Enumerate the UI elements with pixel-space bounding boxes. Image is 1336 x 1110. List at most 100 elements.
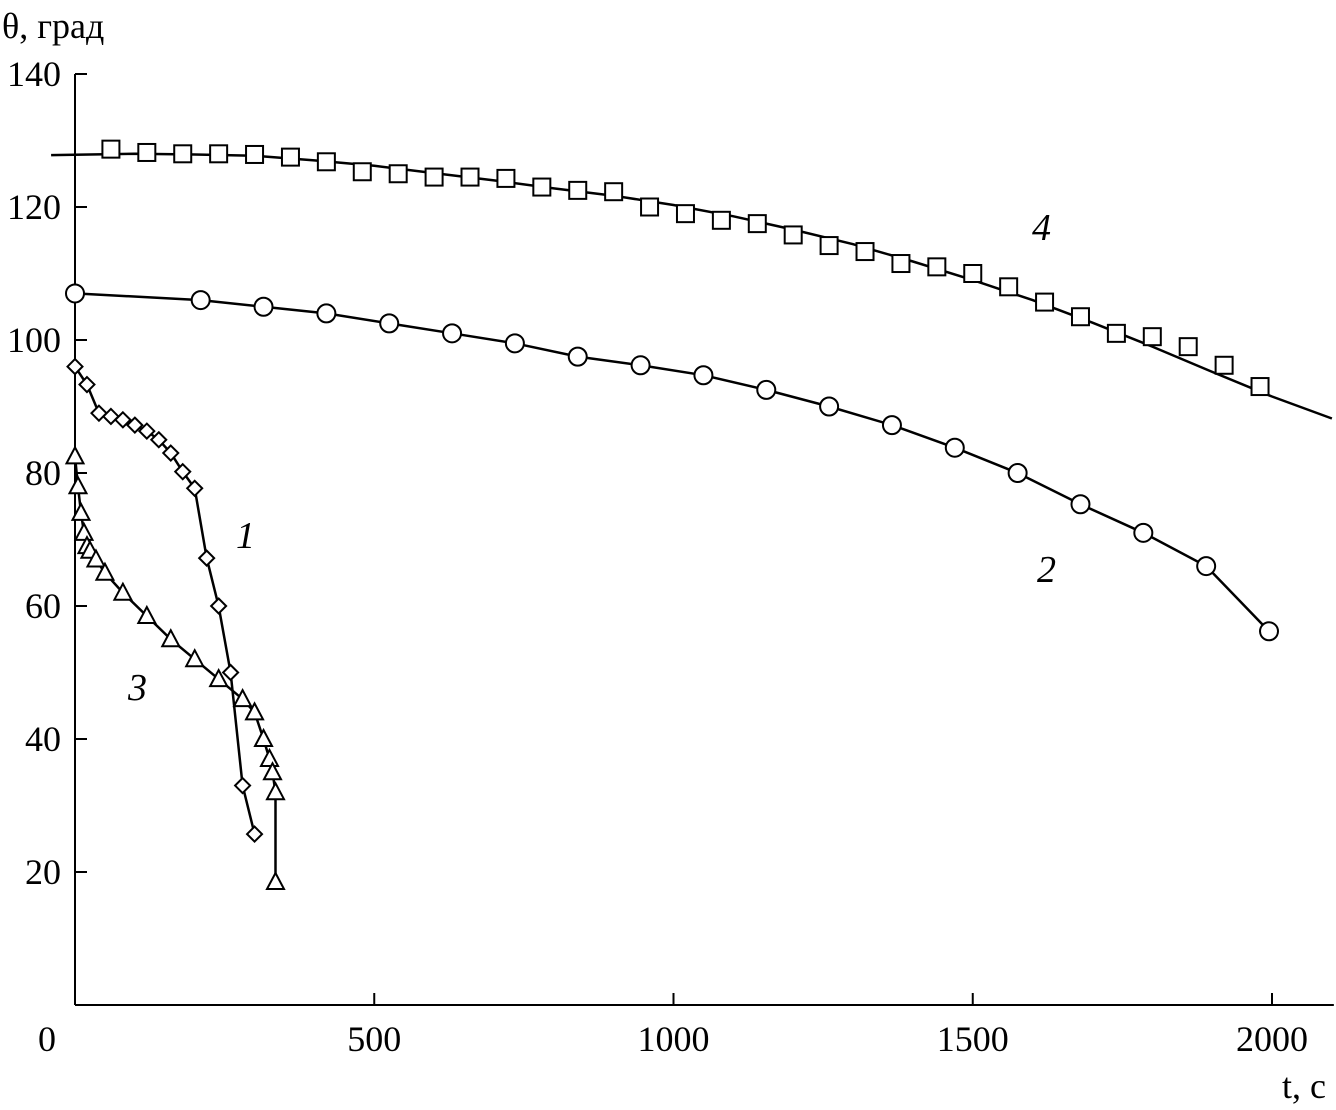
- series-2-point-8: [630, 355, 651, 376]
- y-tick-label-40: 40: [25, 719, 61, 759]
- x-tick-label-1000: 1000: [638, 1019, 710, 1059]
- series-1-point-1: [78, 375, 96, 394]
- series-4-point-3: [209, 144, 229, 164]
- series-2-point-4: [379, 313, 400, 334]
- series-4-point-5: [280, 147, 300, 167]
- series-3-point-8: [112, 581, 134, 601]
- series-4-line: [51, 152, 1333, 420]
- series-2-point-3: [316, 303, 337, 324]
- series-4-point-32: [1250, 377, 1270, 397]
- y-tick-label-140: 140: [7, 54, 61, 94]
- series-label-4: 4: [1032, 207, 1051, 249]
- series-3-point-10: [160, 628, 181, 648]
- series-4-point-8: [388, 164, 408, 184]
- y-tick-label-120: 120: [7, 187, 61, 227]
- series-3-point-17: [262, 761, 283, 781]
- series-4-point-27: [1070, 307, 1090, 327]
- series-4-point-22: [891, 254, 911, 274]
- series-4-point-0: [101, 139, 121, 159]
- series-2-point-12: [881, 415, 902, 436]
- series-2-point-17: [1196, 556, 1217, 577]
- x-ticks: 0 500 1000 1500 2000: [38, 993, 1308, 1059]
- series-4: [51, 139, 1333, 420]
- series-3-point-18: [265, 781, 286, 801]
- series-4-point-20: [819, 236, 839, 256]
- series-2: [65, 283, 1280, 642]
- series-4-point-10: [460, 167, 480, 187]
- series-4-point-12: [532, 177, 552, 197]
- series-3-point-16: [259, 747, 280, 767]
- series-1-point-11: [197, 549, 216, 568]
- y-ticks: 20 40 60 80 100 120 140: [7, 54, 87, 892]
- series-2-point-2: [253, 296, 274, 317]
- series-4-point-1: [137, 142, 157, 162]
- series-2-point-16: [1133, 522, 1154, 543]
- series-1-point-14: [233, 776, 252, 795]
- series-4-point-24: [963, 264, 983, 283]
- series-4-point-13: [568, 180, 588, 200]
- series-1-line: [73, 365, 256, 835]
- series-2-point-9: [693, 365, 714, 386]
- series-layer: [51, 139, 1333, 890]
- series-4-point-14: [604, 182, 624, 202]
- series-1-point-13: [221, 663, 240, 682]
- y-tick-label-100: 100: [7, 320, 61, 360]
- series-4-point-26: [1035, 292, 1055, 312]
- series-3-point-6: [85, 548, 107, 568]
- series-4-point-7: [352, 162, 372, 182]
- series-2-point-18: [1259, 621, 1280, 642]
- series-3-point-0: [64, 445, 86, 465]
- series-label-1: 1: [236, 515, 255, 557]
- series-3-point-14: [244, 701, 265, 721]
- series-2-point-0: [65, 283, 85, 304]
- series-3-point-19: [265, 870, 286, 890]
- series-1-point-10: [185, 479, 204, 498]
- series-4-point-2: [173, 144, 193, 164]
- series-2-point-14: [1007, 463, 1028, 483]
- x-tick-label-2000: 2000: [1236, 1019, 1308, 1059]
- series-4-point-16: [675, 204, 695, 224]
- series-3-point-13: [232, 687, 253, 708]
- series-4-point-21: [855, 242, 875, 262]
- series-2-point-15: [1070, 494, 1091, 515]
- series-1-point-8: [161, 444, 180, 462]
- labels-layer: 1 2 3 4: [127, 207, 1056, 709]
- series-4-point-6: [316, 152, 336, 172]
- series-2-point-10: [756, 379, 777, 400]
- series-2-line: [74, 292, 1270, 633]
- series-1-point-4: [113, 410, 132, 429]
- series-2-point-6: [504, 333, 525, 354]
- series-3: [64, 445, 286, 890]
- x-tick-label-1500: 1500: [937, 1019, 1009, 1059]
- series-label-2: 2: [1037, 549, 1056, 591]
- series-2-point-13: [944, 437, 965, 458]
- series-4-point-31: [1214, 355, 1234, 375]
- x-axis-title: t, с: [1282, 1066, 1326, 1106]
- series-2-point-11: [819, 396, 840, 417]
- series-2-point-1: [190, 290, 211, 311]
- y-axis-title: θ, град: [2, 6, 104, 46]
- y-tick-label-80: 80: [25, 453, 61, 493]
- series-4-point-15: [640, 197, 660, 217]
- series-4-point-29: [1142, 327, 1162, 347]
- series-1-point-12: [209, 597, 228, 615]
- series-1-point-7: [149, 430, 168, 449]
- x-tick-label-500: 500: [347, 1019, 401, 1059]
- series-3-point-7: [94, 561, 116, 581]
- series-label-3: 3: [127, 667, 147, 709]
- series-3-point-1: [67, 475, 89, 495]
- series-4-point-11: [496, 168, 516, 188]
- series-1-point-0: [66, 357, 84, 376]
- series-4-point-9: [424, 167, 444, 187]
- series-1: [66, 357, 264, 844]
- series-2-point-5: [442, 323, 463, 344]
- y-tick-label-20: 20: [25, 852, 61, 892]
- series-4-point-18: [747, 214, 767, 234]
- series-1-point-6: [137, 422, 156, 441]
- series-3-point-12: [208, 668, 229, 688]
- series-4-point-23: [927, 257, 947, 277]
- series-3-point-2: [70, 501, 92, 521]
- series-1-point-15: [245, 825, 264, 844]
- series-3-point-9: [136, 604, 157, 624]
